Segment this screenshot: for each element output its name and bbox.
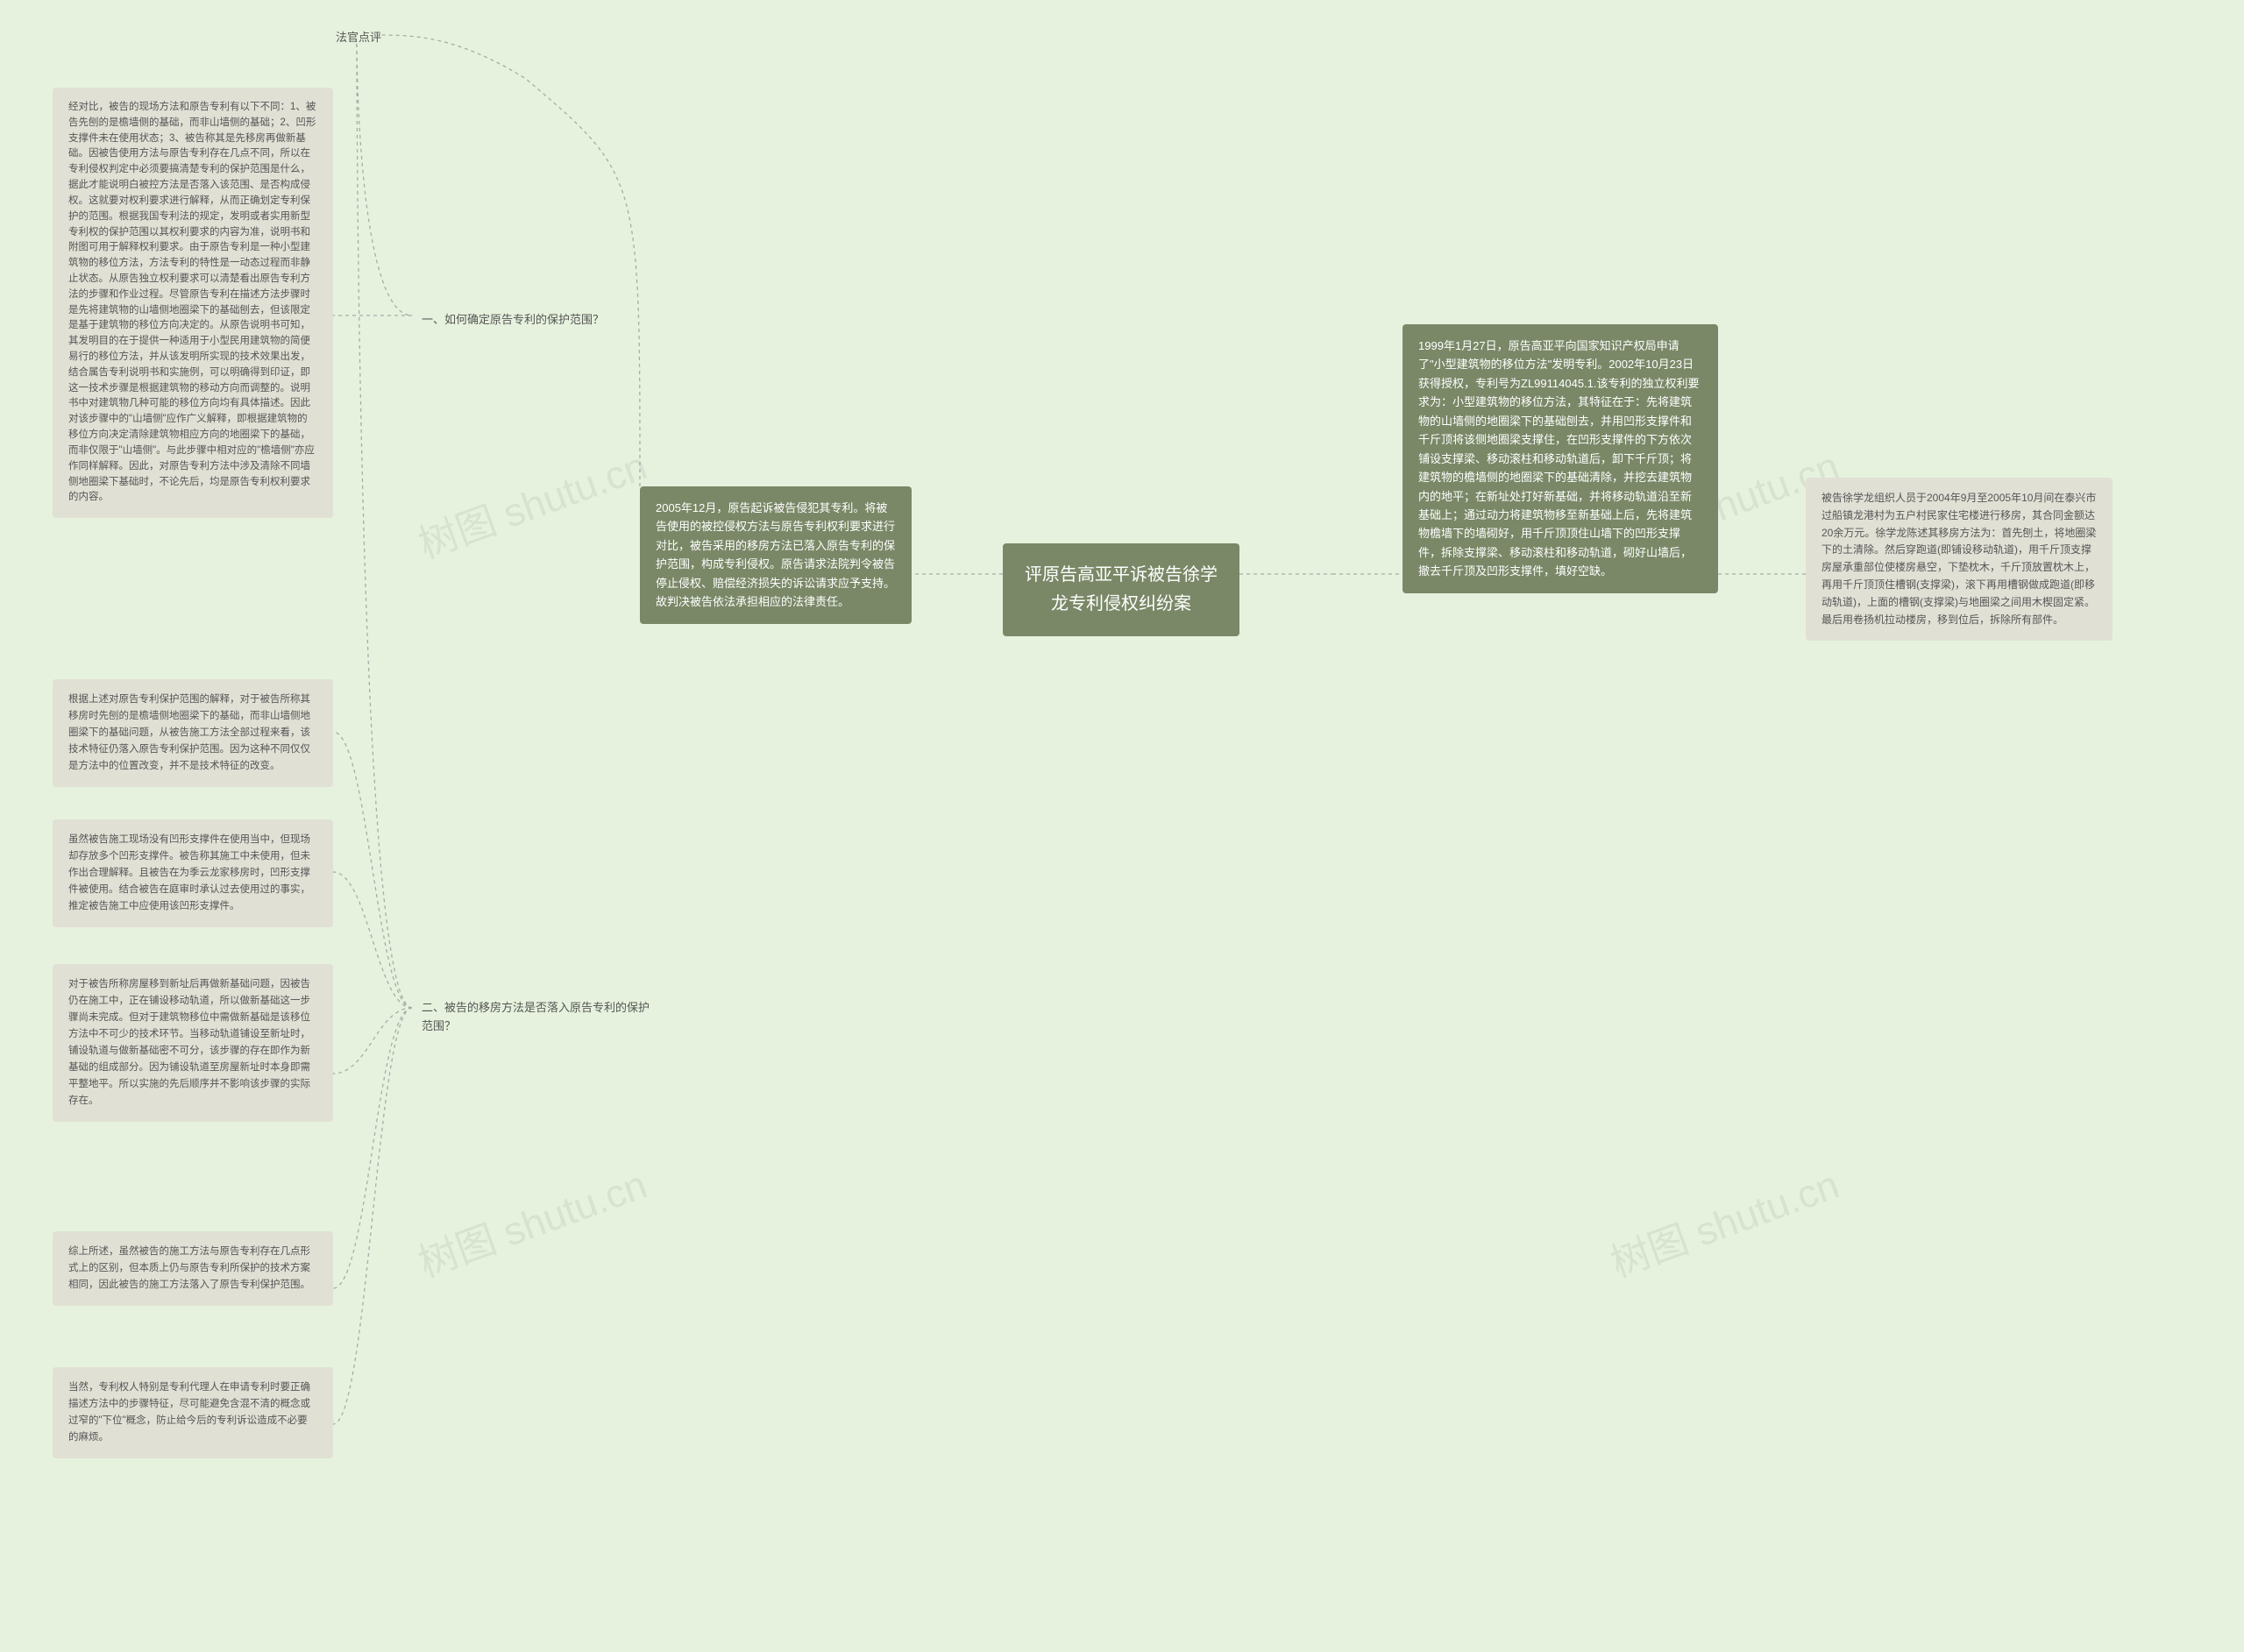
question-2-label: 二、被告的移房方法是否落入原告专利的保护范围？	[415, 995, 660, 1039]
q2-para-2: 虽然被告施工现场没有凹形支撑件在使用当中，但现场却存放多个凹形支撑件。被告称其施…	[53, 819, 333, 927]
q1-para-1: 经对比，被告的现场方法和原告专利有以下不同：1、被告先刨的是檐墙侧的基础，而非山…	[53, 88, 333, 518]
q2-para-3: 对于被告所称房屋移到新址后再做新基础问题，因被告仍在施工中，正在铺设移动轨道，所…	[53, 964, 333, 1122]
q2-para-5: 当然，专利权人特别是专利代理人在申请专利时要正确描述方法中的步骤特征，尽可能避免…	[53, 1367, 333, 1458]
defendant-method: 被告徐学龙组织人员于2004年9月至2005年10月间在泰兴市过船镇龙港村为五户…	[1806, 478, 2113, 641]
q2-para-4: 综上所述，虽然被告的施工方法与原告专利存在几点形式上的区别，但本质上仍与原告专利…	[53, 1231, 333, 1306]
center-title: 评原告高亚平诉被告徐学龙专利侵权纠纷案	[1003, 543, 1239, 636]
question-1-label: 一、如何确定原告专利的保护范围？	[415, 307, 625, 332]
watermark: 树图 shutu.cn	[1601, 1152, 1845, 1287]
watermark: 树图 shutu.cn	[409, 434, 653, 569]
patent-description: 1999年1月27日，原告高亚平向国家知识产权局申请了"小型建筑物的移位方法"发…	[1402, 324, 1718, 593]
q2-para-1: 根据上述对原告专利保护范围的解释，对于被告所称其移房时先刨的是檐墙侧地圈梁下的基…	[53, 679, 333, 787]
watermark: 树图 shutu.cn	[409, 1152, 653, 1287]
case-summary: 2005年12月，原告起诉被告侵犯其专利。将被告使用的被控侵权方法与原告专利权利…	[640, 486, 912, 624]
judge-comment-header: 法官点评	[329, 25, 388, 50]
connector-layer	[0, 0, 2244, 1652]
